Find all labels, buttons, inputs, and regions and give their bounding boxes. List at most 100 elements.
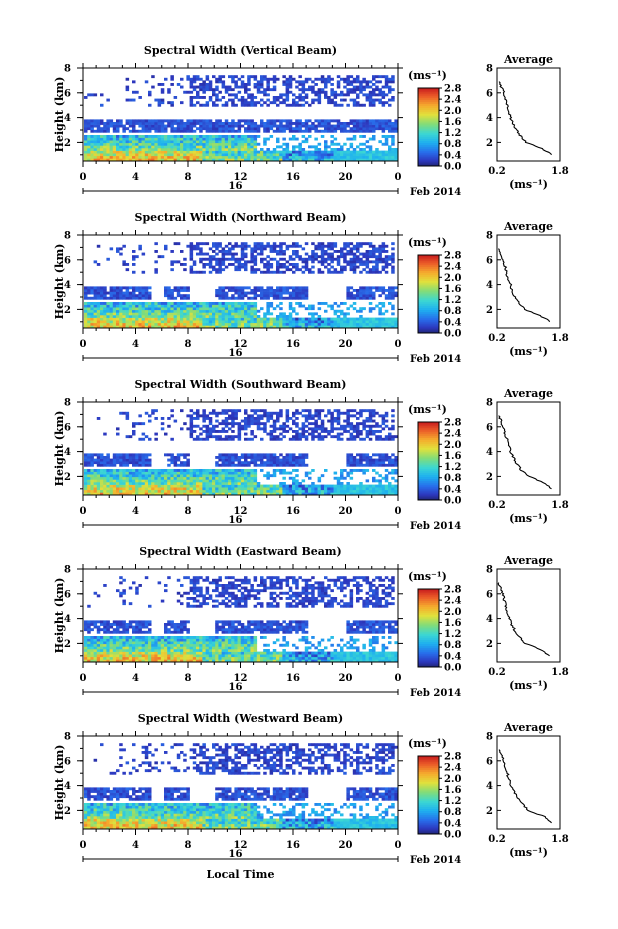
heatmap-cell (311, 430, 315, 433)
heatmap-cell (311, 150, 315, 154)
heatmap-cell (228, 463, 232, 467)
heatmap-cell (208, 142, 213, 146)
heatmap-cell (132, 315, 136, 318)
heatmap-cell (272, 435, 277, 439)
heatmap-cell (215, 304, 219, 308)
heatmap-cell (279, 93, 283, 97)
heatmap-cell (304, 435, 309, 439)
heatmap-cell (160, 469, 165, 472)
heatmap-cell (244, 140, 248, 144)
heatmap-cell (167, 489, 171, 493)
heatmap-cell (186, 427, 190, 431)
heatmap-cell (288, 489, 293, 493)
heatmap-cell (311, 317, 315, 321)
heatmap-cell (228, 489, 232, 493)
heatmap-cell (84, 482, 88, 485)
heatmap-cell (256, 489, 261, 493)
heatmap-cell (189, 427, 194, 431)
heatmap-cell (384, 75, 389, 79)
heatmap-cell (288, 296, 293, 300)
heatmap-cell (327, 487, 331, 491)
heatmap-cell (205, 471, 210, 475)
heatmap-cell (183, 479, 187, 483)
heatmap-cell (112, 155, 117, 159)
heatmap-cell (391, 270, 395, 274)
heatmap-cell (253, 417, 258, 420)
heatmap-cell (260, 422, 264, 426)
heatmap-cell (106, 150, 110, 154)
heatmap-cell (218, 484, 222, 488)
heatmap-cell (119, 158, 123, 162)
heatmap-cell (141, 119, 146, 123)
heatmap-cell (173, 140, 178, 144)
heatmap-cell (263, 142, 267, 146)
heatmap-cell (196, 471, 200, 475)
heatmap-cell (170, 103, 174, 107)
heatmap-cell (141, 317, 146, 321)
profile-y-tick-label: 8 (486, 231, 493, 242)
heatmap-cell (224, 424, 229, 428)
heatmap-cell (84, 124, 88, 128)
heatmap-cell (279, 270, 283, 274)
heatmap-cell (333, 244, 338, 248)
heatmap-cell (240, 140, 245, 144)
heatmap-cell (87, 304, 91, 308)
heatmap-cell (276, 268, 280, 272)
heatmap-cell (288, 263, 293, 266)
heatmap-cell (244, 317, 248, 321)
heatmap-cell (391, 137, 395, 141)
heatmap-cell (138, 482, 142, 485)
heatmap-cell (250, 155, 254, 159)
heatmap-cell (144, 286, 149, 290)
heatmap-cell (269, 286, 274, 290)
heatmap-cell (336, 476, 341, 480)
heatmap-cell (365, 286, 370, 290)
heatmap-cell (135, 312, 139, 316)
heatmap-cell (224, 127, 229, 131)
heatmap-cell (343, 325, 347, 329)
heatmap-cell (388, 150, 392, 154)
heatmap-cell (253, 484, 258, 488)
heatmap-cell (324, 309, 328, 313)
heatmap-cell (346, 263, 350, 266)
heatmap-cell (93, 325, 98, 329)
heatmap-cell (208, 489, 213, 493)
heatmap-cell (132, 487, 136, 491)
x-tick-label: 8 (185, 339, 192, 350)
heatmap-cell (263, 257, 267, 261)
heatmap-cell (231, 255, 235, 259)
heatmap-cell (234, 93, 238, 97)
heatmap-cell (250, 296, 254, 300)
heatmap-cell (304, 419, 309, 423)
heatmap-cell (138, 142, 142, 146)
heatmap-cell (170, 325, 174, 329)
heatmap-cell (340, 270, 344, 274)
heatmap-cell (192, 484, 197, 488)
heatmap-cell (330, 101, 334, 105)
heatmap-cell (295, 456, 299, 459)
heatmap-cell (189, 158, 194, 162)
heatmap-cell (202, 135, 206, 138)
heatmap-cell (218, 322, 222, 326)
colorbar-frame (417, 254, 440, 334)
heatmap-cell (240, 474, 245, 478)
colorbar-segment (418, 264, 439, 268)
heatmap-cell (375, 286, 379, 290)
heatmap-cell (199, 122, 203, 125)
heatmap-cell (362, 317, 366, 321)
heatmap-cell (349, 155, 354, 159)
heatmap-cell (260, 244, 264, 248)
colorbar-segment (418, 274, 439, 277)
heatmap-cell (260, 260, 264, 264)
heatmap-cell (199, 482, 203, 485)
heatmap-cell (176, 458, 181, 462)
heatmap-cell (116, 302, 120, 305)
heatmap-cell (282, 325, 286, 329)
heatmap-cell (208, 158, 213, 162)
heatmap-cell (186, 142, 190, 146)
heatmap-cell (141, 296, 146, 300)
heatmap-cell (128, 145, 133, 149)
heatmap-cell (327, 153, 331, 157)
heatmap-cell (304, 296, 309, 300)
heatmap-cell (295, 317, 299, 321)
